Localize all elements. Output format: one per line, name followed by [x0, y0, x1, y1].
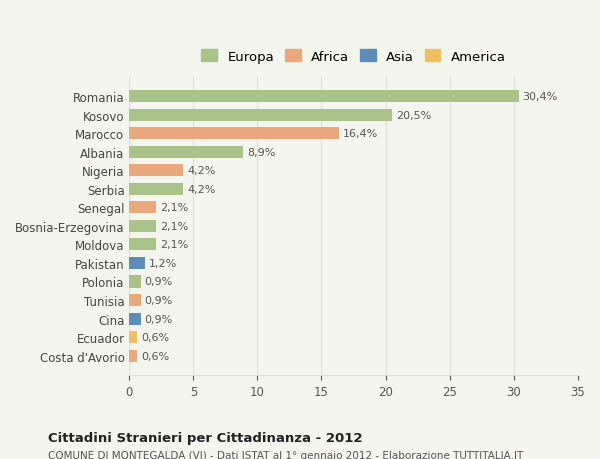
- Bar: [130, 331, 137, 343]
- Text: COMUNE DI MONTEGALDA (VI) - Dati ISTAT al 1° gennaio 2012 - Elaborazione TUTTITA: COMUNE DI MONTEGALDA (VI) - Dati ISTAT a…: [48, 450, 523, 459]
- Bar: [130, 220, 156, 232]
- Text: 0,6%: 0,6%: [141, 332, 169, 342]
- Bar: [130, 183, 183, 196]
- Bar: [130, 276, 141, 288]
- Bar: [130, 239, 156, 251]
- Text: Cittadini Stranieri per Cittadinanza - 2012: Cittadini Stranieri per Cittadinanza - 2…: [48, 431, 362, 444]
- Bar: [130, 350, 137, 362]
- Bar: [130, 294, 141, 307]
- Bar: [130, 128, 340, 140]
- Text: 2,1%: 2,1%: [160, 203, 188, 213]
- Bar: [130, 257, 145, 269]
- Text: 20,5%: 20,5%: [396, 110, 431, 120]
- Text: 1,2%: 1,2%: [149, 258, 177, 269]
- Bar: [130, 313, 141, 325]
- Bar: [130, 165, 183, 177]
- Legend: Europa, Africa, Asia, America: Europa, Africa, Asia, America: [196, 45, 511, 69]
- Bar: [130, 91, 519, 103]
- Text: 8,9%: 8,9%: [247, 147, 275, 157]
- Text: 30,4%: 30,4%: [523, 92, 558, 102]
- Text: 4,2%: 4,2%: [187, 166, 215, 176]
- Text: 0,9%: 0,9%: [145, 277, 173, 287]
- Bar: [130, 202, 156, 214]
- Text: 2,1%: 2,1%: [160, 240, 188, 250]
- Text: 16,4%: 16,4%: [343, 129, 379, 139]
- Text: 0,9%: 0,9%: [145, 296, 173, 305]
- Text: 2,1%: 2,1%: [160, 221, 188, 231]
- Bar: [130, 109, 392, 121]
- Text: 0,9%: 0,9%: [145, 314, 173, 324]
- Text: 4,2%: 4,2%: [187, 185, 215, 194]
- Text: 0,6%: 0,6%: [141, 351, 169, 361]
- Bar: [130, 146, 244, 158]
